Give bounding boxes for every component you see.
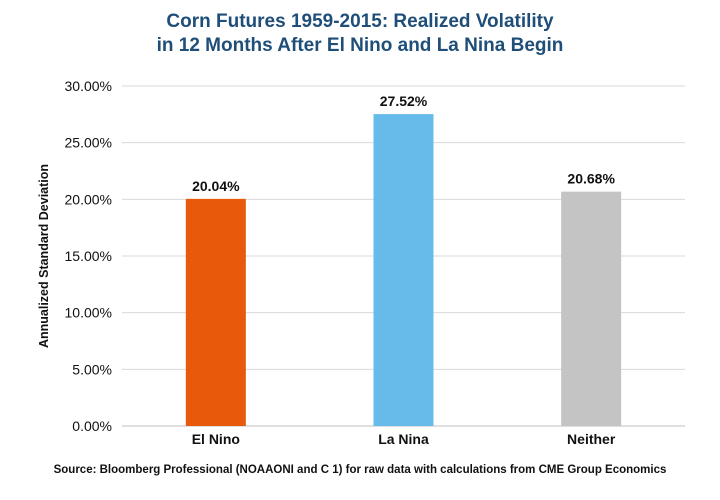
bar-la-nina <box>373 114 434 427</box>
data-label: 20.68% <box>567 171 615 187</box>
bar-neither <box>561 191 622 426</box>
chart-title-line-1: Corn Futures 1959-2015: Realized Volatil… <box>166 11 554 32</box>
source-note: Source: Bloomberg Professional (NOAAONI … <box>53 464 667 476</box>
x-tick-label: Neither <box>567 431 616 447</box>
bar-el-nino <box>185 198 246 426</box>
chart-title-line-2: in 12 Months After El Nino and La Nina B… <box>156 35 564 56</box>
y-tick-label: 30.00% <box>65 78 112 94</box>
y-tick-label: 0.00% <box>72 418 112 434</box>
y-tick-label: 15.00% <box>65 248 112 264</box>
x-tick-label: La Nina <box>378 431 429 447</box>
data-labels: 20.04% 27.52% 20.68% <box>192 93 615 194</box>
bar-chart: 20.04% 27.52% 20.68% 0.00% 5.00% 10.00% 15.00… <box>37 78 685 447</box>
y-tick-label: 25.00% <box>65 135 112 151</box>
y-axis-label: Annualized Standard Deviation <box>37 164 51 348</box>
bars <box>185 114 622 427</box>
x-axis-ticks: El Nino La Nina Neither <box>192 431 616 447</box>
y-tick-label: 5.00% <box>72 361 112 377</box>
data-label: 27.52% <box>380 93 428 109</box>
y-axis-ticks: 0.00% 5.00% 10.00% 15.00% 20.00% 25.00% 30.00% <box>65 78 112 434</box>
data-label: 20.04% <box>192 178 240 194</box>
y-tick-label: 10.00% <box>65 305 112 321</box>
x-tick-label: El Nino <box>192 431 240 447</box>
y-tick-label: 20.00% <box>65 191 112 207</box>
